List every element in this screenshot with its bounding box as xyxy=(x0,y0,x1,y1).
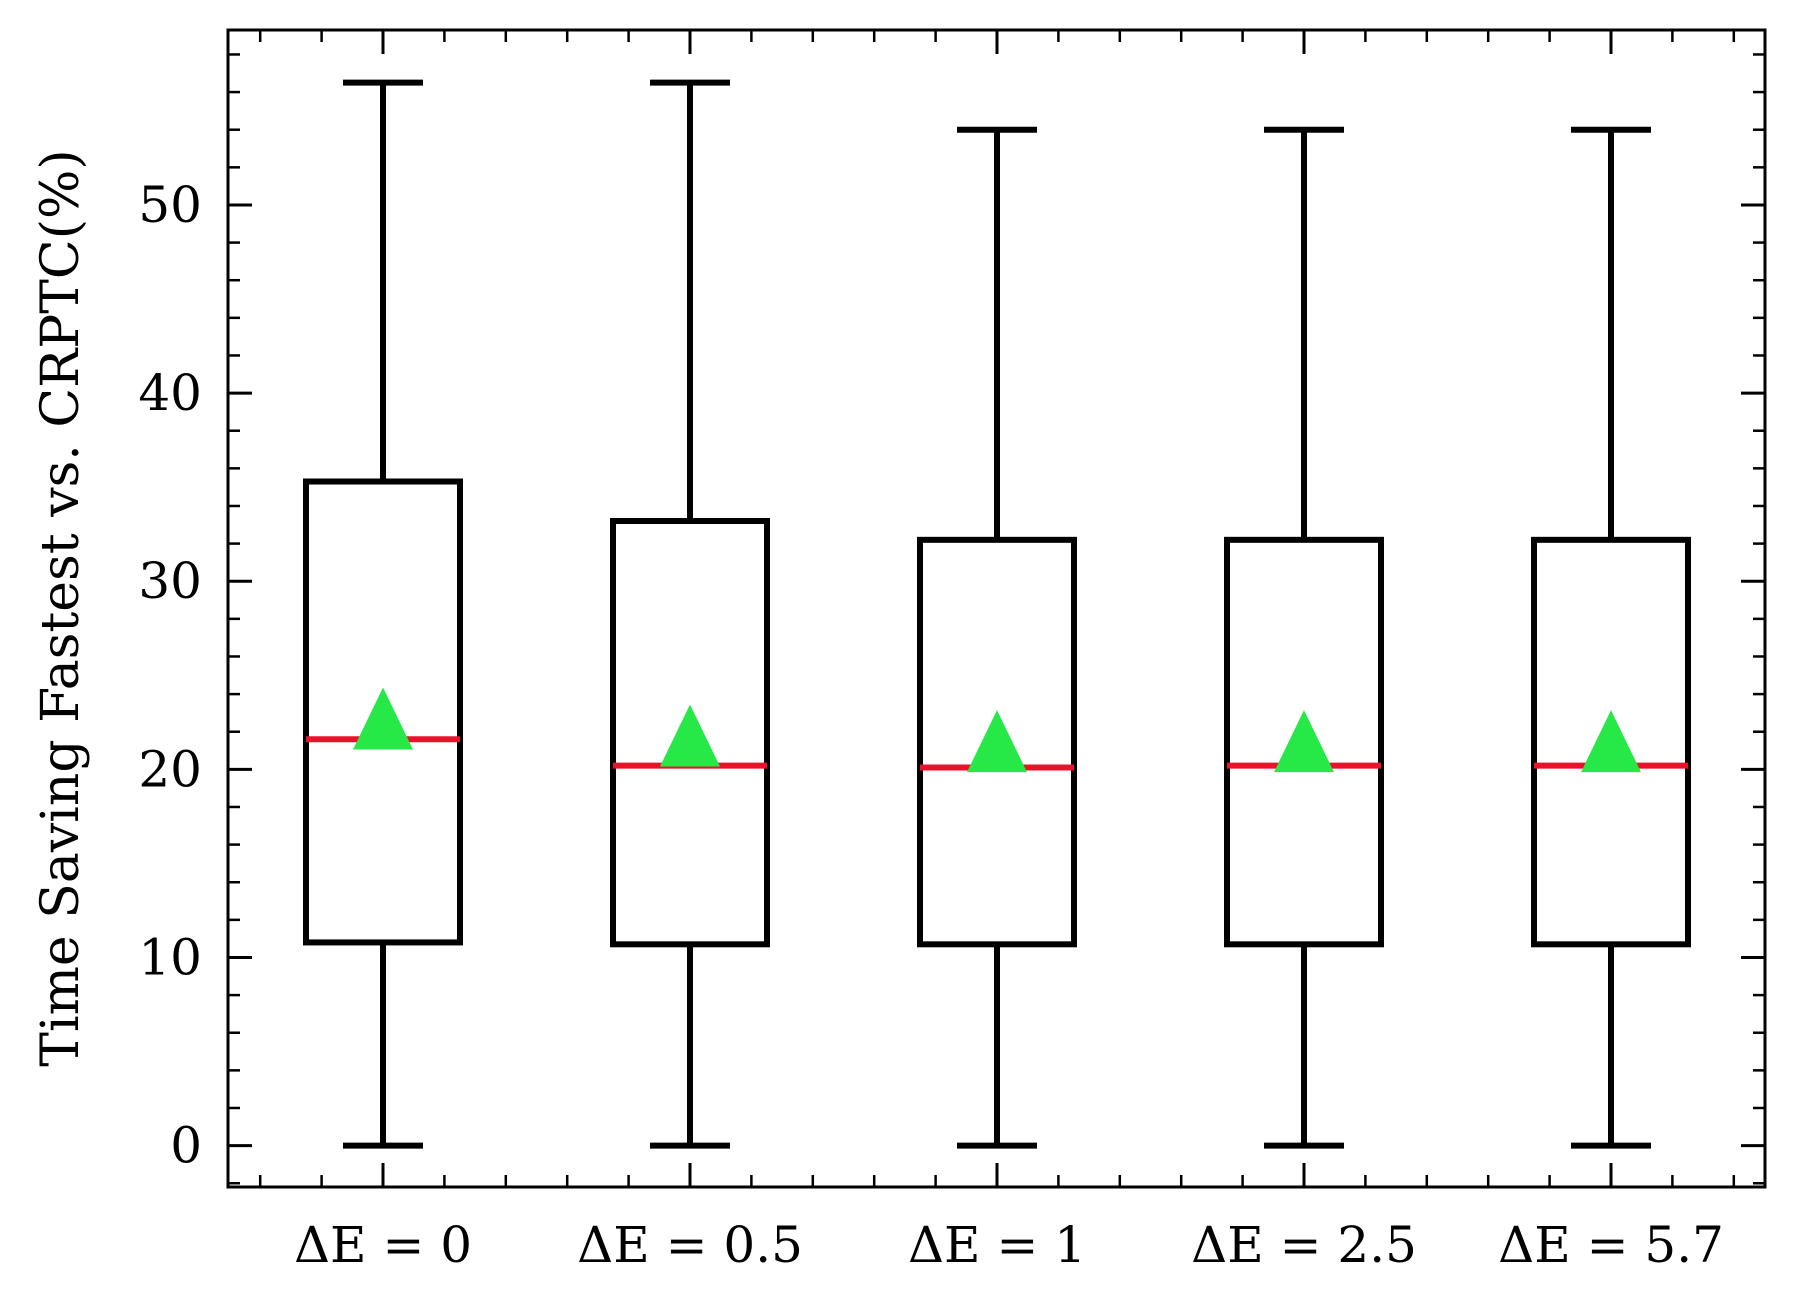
iqr-box xyxy=(917,536,1077,948)
x-tick-label: ΔE = 1 xyxy=(908,1216,1086,1274)
mean-marker xyxy=(1581,710,1641,773)
mean-marker xyxy=(660,704,720,767)
major-ticks xyxy=(228,30,1765,1187)
plot-frame xyxy=(226,28,1767,1189)
box-group xyxy=(610,79,770,1149)
y-tick-label: 50 xyxy=(138,176,202,234)
y-axis-title: Time Saving Fastest vs. CRPTC(%) xyxy=(31,149,91,1066)
iqr-box xyxy=(610,518,770,948)
y-tick-label: 40 xyxy=(138,364,202,422)
x-tick-labels: ΔE = 0 ΔE = 0.5 ΔE = 1 ΔE = 2.5 ΔE = 5.7 xyxy=(294,1216,1724,1274)
iqr-box xyxy=(1531,536,1691,948)
y-tick-labels: 0 10 20 30 40 50 xyxy=(138,176,202,1175)
x-tick-label: ΔE = 2.5 xyxy=(1191,1216,1417,1274)
boxes xyxy=(303,79,1691,1149)
box-group xyxy=(1531,126,1691,1149)
mean-marker xyxy=(967,710,1027,773)
iqr-box xyxy=(303,478,463,946)
x-tick-label: ΔE = 0 xyxy=(294,1216,472,1274)
y-tick-label: 30 xyxy=(138,552,202,610)
box-group xyxy=(917,126,1077,1149)
y-tick-label: 20 xyxy=(138,740,202,798)
iqr-box xyxy=(1224,536,1384,948)
box-group xyxy=(1224,126,1384,1149)
box-group xyxy=(303,79,463,1149)
x-tick-label: ΔE = 0.5 xyxy=(577,1216,803,1274)
x-tick-label: ΔE = 5.7 xyxy=(1498,1216,1724,1274)
y-tick-label: 0 xyxy=(170,1117,202,1175)
y-tick-label: 10 xyxy=(138,928,202,986)
mean-marker xyxy=(1274,710,1334,773)
minor-ticks xyxy=(228,30,1765,1187)
mean-marker xyxy=(353,687,413,750)
